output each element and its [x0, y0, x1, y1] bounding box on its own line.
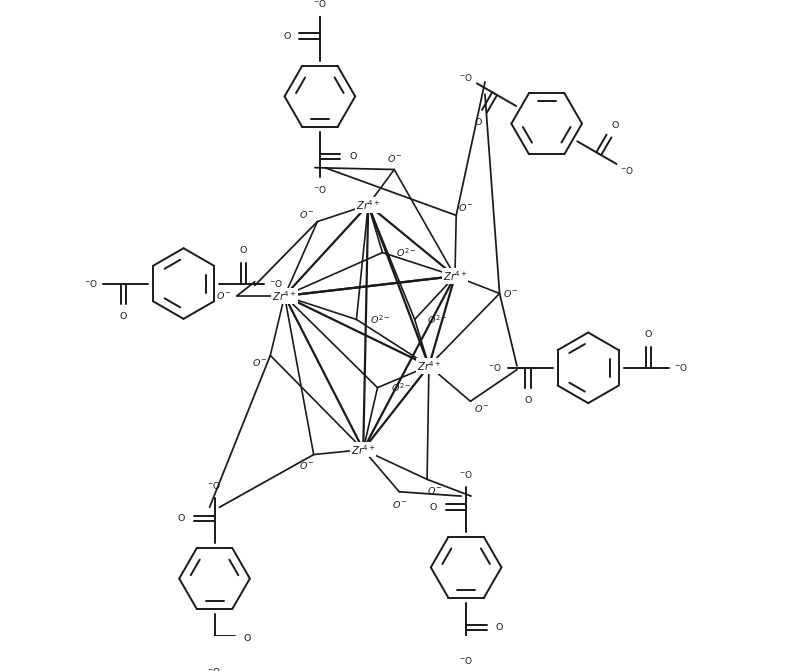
Text: $O^{2-}$: $O^{2-}$	[370, 313, 391, 326]
Text: O: O	[240, 246, 248, 255]
Text: $O^{-}$: $O^{-}$	[503, 288, 518, 299]
Text: $O^{-}$: $O^{-}$	[299, 209, 314, 219]
Text: $O^{-}$: $O^{-}$	[458, 203, 473, 213]
Text: O: O	[349, 152, 356, 161]
Text: $O^{2-}$: $O^{2-}$	[396, 246, 417, 259]
Text: $^{-}$O: $^{-}$O	[620, 164, 634, 176]
Text: $O^{-}$: $O^{-}$	[387, 153, 402, 164]
Text: O: O	[475, 117, 482, 127]
Text: O: O	[495, 623, 503, 632]
Text: $O^{-}$: $O^{-}$	[215, 291, 231, 301]
Text: $O^{-}$: $O^{-}$	[391, 499, 406, 510]
Text: O: O	[430, 503, 437, 512]
Text: O: O	[645, 331, 652, 340]
Text: $Zr^{4+}$: $Zr^{4+}$	[417, 359, 441, 373]
Text: $Zr^{4+}$: $Zr^{4+}$	[356, 198, 380, 212]
Text: $O^{-}$: $O^{-}$	[427, 485, 442, 496]
Text: $^{-}$O: $^{-}$O	[208, 666, 222, 671]
Text: O: O	[119, 312, 127, 321]
Text: $^{-}$O: $^{-}$O	[313, 184, 327, 195]
Text: O: O	[283, 32, 291, 41]
Text: O: O	[524, 396, 532, 405]
Text: $O^{-}$: $O^{-}$	[252, 358, 266, 368]
Text: $Zr^{4+}$: $Zr^{4+}$	[351, 443, 376, 456]
Text: $^{-}$O: $^{-}$O	[459, 469, 473, 480]
Text: O: O	[178, 514, 185, 523]
Text: O: O	[244, 634, 251, 643]
Text: $Zr^{4+}$: $Zr^{4+}$	[272, 289, 297, 303]
Text: $O^{-}$: $O^{-}$	[299, 460, 314, 471]
Text: $^{-}$O: $^{-}$O	[83, 278, 97, 289]
Text: $^{-}$O: $^{-}$O	[313, 0, 327, 9]
Text: $O^{2-}$: $O^{2-}$	[391, 381, 412, 394]
Text: $^{-}$O: $^{-}$O	[208, 480, 222, 491]
Text: $^{-}$O: $^{-}$O	[488, 362, 502, 373]
Text: $^{-}$O: $^{-}$O	[270, 278, 284, 289]
Text: $^{-}$O: $^{-}$O	[459, 72, 473, 83]
Text: $^{-}$O: $^{-}$O	[459, 655, 473, 666]
Text: $O^{2-}$: $O^{2-}$	[427, 313, 448, 326]
Text: $^{-}$O: $^{-}$O	[674, 362, 689, 373]
Text: O: O	[612, 121, 619, 130]
Text: $O^{-}$: $O^{-}$	[474, 403, 489, 414]
Text: $Zr^{4+}$: $Zr^{4+}$	[443, 269, 468, 283]
